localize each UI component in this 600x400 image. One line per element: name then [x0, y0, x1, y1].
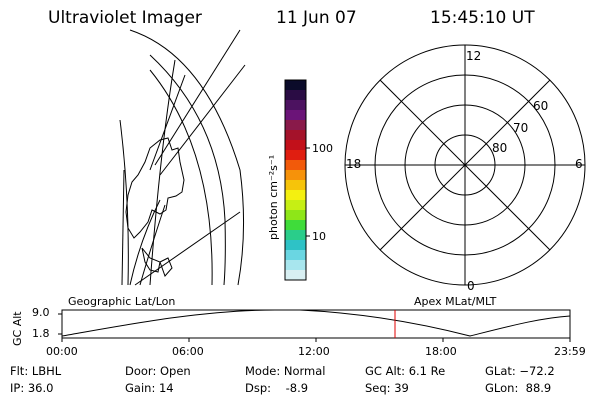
polar-plot	[344, 44, 586, 286]
colorbar-tick-100: 100	[312, 142, 333, 155]
colorbar	[285, 80, 306, 281]
mlat-label-70: 70	[513, 121, 528, 135]
colorbar-band	[285, 200, 306, 211]
colorbar-band	[285, 140, 306, 151]
altitude-xtick: 18:00	[425, 345, 457, 358]
status-ip: IP: 36.0	[10, 381, 54, 395]
status-gain: Gain: 14	[125, 381, 174, 395]
altitude-ytick-low: 1.8	[32, 327, 50, 340]
status-filter: Flt: LBHL	[10, 364, 62, 378]
mlat-label-60: 60	[533, 99, 548, 113]
colorbar-band	[285, 80, 306, 91]
altitude-xtick: 12:00	[298, 345, 330, 358]
colorbar-unit-label: photon cm⁻²s⁻¹	[267, 155, 280, 240]
status-mode: Mode: Normal	[245, 364, 326, 378]
colorbar-band	[285, 230, 306, 241]
colorbar-band	[285, 90, 306, 101]
date-label: 11 Jun 07	[276, 8, 357, 28]
geographic-map	[119, 29, 246, 286]
colorbar-band	[285, 250, 306, 261]
colorbar-band	[285, 220, 306, 231]
mlt-label-18: 18	[346, 157, 361, 171]
status-dsp: Dsp: -8.9	[245, 381, 309, 395]
altitude-xtick: 23:59	[554, 345, 586, 358]
status-door: Door: Open	[125, 364, 191, 378]
colorbar-band	[285, 110, 306, 121]
colorbar-band	[285, 190, 306, 201]
altitude-right-title: Apex MLat/MLT	[414, 295, 497, 308]
time-label: 15:45:10 UT	[430, 8, 535, 28]
colorbar-band	[285, 180, 306, 191]
colorbar-band	[285, 270, 306, 281]
mlt-label-12: 12	[466, 49, 481, 63]
instrument-title: Ultraviolet Imager	[48, 8, 202, 28]
colorbar-band	[285, 170, 306, 181]
mlat-label-80: 80	[492, 141, 507, 155]
mlt-label-6: 6	[575, 157, 583, 171]
altitude-left-title: Geographic Lat/Lon	[68, 295, 176, 308]
status-gc-alt: GC Alt: 6.1 Re	[365, 364, 446, 378]
status-glat: GLat: −72.2	[485, 364, 555, 378]
colorbar-band	[285, 100, 306, 111]
colorbar-band	[285, 160, 306, 171]
colorbar-tick-10: 10	[312, 230, 326, 243]
altitude-xtick: 00:00	[46, 345, 78, 358]
mlt-label-0: 0	[467, 279, 475, 293]
status-seq: Seq: 39	[365, 381, 409, 395]
colorbar-band	[285, 260, 306, 271]
colorbar-band	[285, 130, 306, 141]
colorbar-band	[285, 240, 306, 251]
colorbar-frame	[284, 79, 307, 281]
colorbar-band	[285, 210, 306, 221]
colorbar-band	[285, 150, 306, 161]
colorbar-band	[285, 120, 306, 131]
altitude-ylabel: GC Alt	[11, 311, 24, 346]
altitude-xtick: 06:00	[172, 345, 204, 358]
altitude-curve	[61, 309, 571, 337]
altitude-plot-frame	[61, 309, 571, 339]
status-glon: GLon: 88.9	[485, 381, 552, 395]
altitude-ytick-high: 9.0	[32, 306, 50, 319]
